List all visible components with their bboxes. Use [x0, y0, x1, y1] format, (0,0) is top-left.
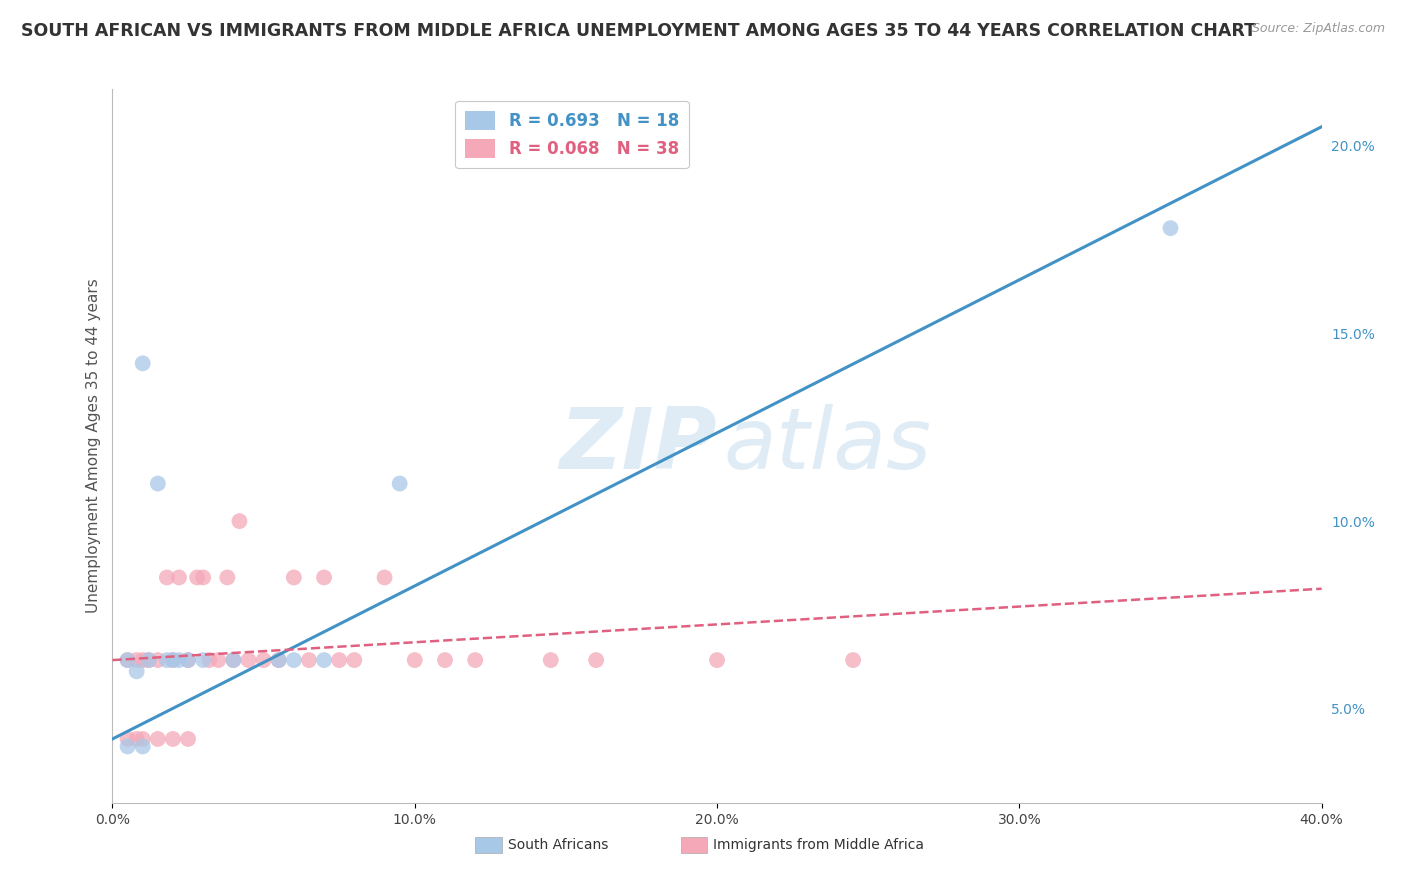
Point	[298, 653, 321, 667]
Point	[177, 653, 200, 667]
Point	[117, 739, 139, 754]
Point	[433, 653, 456, 667]
Point	[191, 653, 214, 667]
Point	[314, 653, 336, 667]
Point	[842, 653, 865, 667]
Point	[374, 570, 396, 584]
Point	[146, 476, 169, 491]
Point	[343, 653, 366, 667]
Point	[138, 653, 160, 667]
Point	[267, 653, 290, 667]
Point	[540, 653, 562, 667]
Point	[228, 514, 250, 528]
Point	[253, 653, 276, 667]
Bar	[475, 837, 502, 853]
Point	[117, 731, 139, 746]
Text: SOUTH AFRICAN VS IMMIGRANTS FROM MIDDLE AFRICA UNEMPLOYMENT AMONG AGES 35 TO 44 : SOUTH AFRICAN VS IMMIGRANTS FROM MIDDLE …	[21, 22, 1256, 40]
Point	[146, 653, 169, 667]
Point	[125, 653, 148, 667]
Point	[156, 570, 179, 584]
Point	[132, 739, 155, 754]
Point	[283, 653, 305, 667]
Point	[167, 653, 190, 667]
Text: Source: ZipAtlas.com: Source: ZipAtlas.com	[1251, 22, 1385, 36]
Text: Immigrants from Middle Africa: Immigrants from Middle Africa	[713, 838, 924, 852]
Point	[404, 653, 426, 667]
Point	[238, 653, 260, 667]
Point	[146, 731, 169, 746]
Point	[162, 653, 184, 667]
Text: ZIP: ZIP	[560, 404, 717, 488]
Point	[191, 570, 214, 584]
Point	[464, 653, 486, 667]
Point	[585, 653, 607, 667]
Point	[117, 653, 139, 667]
Point	[198, 653, 221, 667]
Point	[138, 653, 160, 667]
Point	[207, 653, 229, 667]
Point	[706, 653, 728, 667]
Text: atlas: atlas	[723, 404, 931, 488]
Point	[177, 653, 200, 667]
Point	[267, 653, 290, 667]
Point	[132, 731, 155, 746]
Point	[177, 731, 200, 746]
Point	[156, 653, 179, 667]
Y-axis label: Unemployment Among Ages 35 to 44 years: Unemployment Among Ages 35 to 44 years	[86, 278, 101, 614]
Bar	[681, 837, 707, 853]
Point	[217, 570, 239, 584]
Point	[283, 570, 305, 584]
Point	[222, 653, 245, 667]
Legend: R = 0.693   N = 18, R = 0.068   N = 38: R = 0.693 N = 18, R = 0.068 N = 38	[456, 101, 689, 168]
Point	[132, 653, 155, 667]
Point	[117, 653, 139, 667]
Point	[328, 653, 350, 667]
Point	[1159, 221, 1181, 235]
Point	[162, 731, 184, 746]
Point	[162, 653, 184, 667]
Text: South Africans: South Africans	[508, 838, 609, 852]
Point	[222, 653, 245, 667]
Point	[167, 570, 190, 584]
Point	[314, 570, 336, 584]
Point	[186, 570, 208, 584]
Point	[132, 356, 155, 370]
Point	[125, 731, 148, 746]
Point	[125, 665, 148, 679]
Point	[388, 476, 411, 491]
